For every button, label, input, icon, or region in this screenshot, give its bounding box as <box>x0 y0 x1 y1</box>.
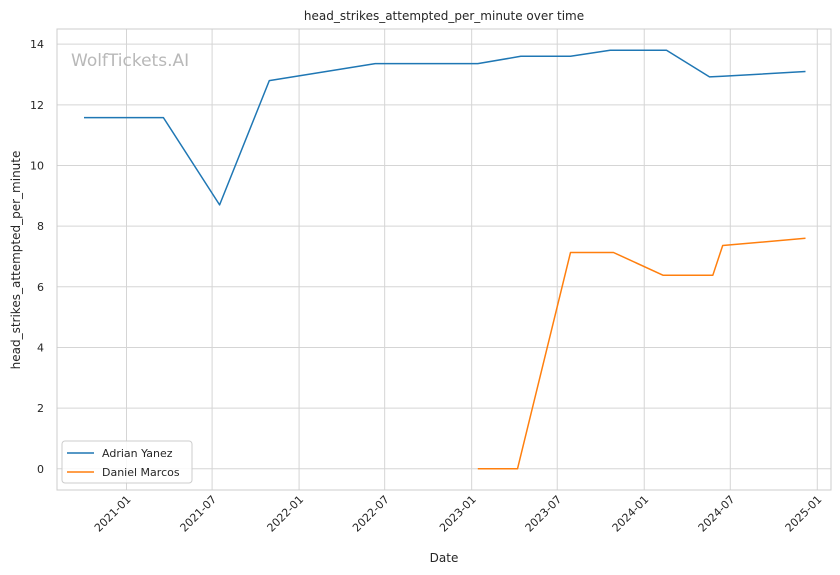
series-line-daniel-marcos <box>477 237 806 470</box>
y-tick-label: 6 <box>37 281 44 294</box>
data-point-adrian-yanez <box>708 75 711 78</box>
data-point-adrian-yanez <box>476 62 479 65</box>
y-tick-label: 2 <box>37 402 44 415</box>
watermark: WolfTickets.AI <box>71 51 189 71</box>
series-line-adrian-yanez <box>84 49 806 206</box>
data-point-adrian-yanez <box>374 62 377 65</box>
data-point-daniel-marcos <box>476 467 479 470</box>
grid <box>57 29 831 490</box>
data-point-daniel-marcos <box>804 237 807 240</box>
series-layer <box>82 49 807 470</box>
data-point-adrian-yanez <box>665 49 668 52</box>
y-tick-label: 12 <box>30 99 44 112</box>
data-point-adrian-yanez <box>721 75 724 78</box>
legend-label-adrian-yanez: Adrian Yanez <box>102 447 173 460</box>
data-point-daniel-marcos <box>721 244 724 247</box>
legend-label-daniel-marcos: Daniel Marcos <box>102 466 180 479</box>
data-point-adrian-yanez <box>268 79 271 82</box>
legend-box <box>61 440 193 484</box>
y-tick-label: 14 <box>30 38 44 51</box>
x-axis-label: Date <box>430 551 459 565</box>
y-tick-label: 8 <box>37 220 44 233</box>
legend: Adrian Yanez Daniel Marcos <box>61 440 193 484</box>
y-axis-label: head_strikes_attempted_per_minute <box>9 151 23 370</box>
plot-frame <box>56 28 832 491</box>
data-point-adrian-yanez <box>609 49 612 52</box>
chart-title: head_strikes_attempted_per_minute over t… <box>304 9 584 23</box>
y-tick-label: 4 <box>37 341 44 354</box>
data-point-adrian-yanez <box>218 203 221 206</box>
data-point-daniel-marcos <box>612 251 615 254</box>
y-tick-label: 0 <box>37 463 44 476</box>
data-point-adrian-yanez <box>804 70 807 73</box>
data-point-adrian-yanez <box>82 116 85 119</box>
data-point-adrian-yanez <box>519 55 522 58</box>
data-point-adrian-yanez <box>569 55 572 58</box>
data-point-daniel-marcos <box>516 467 519 470</box>
data-point-daniel-marcos <box>662 274 665 277</box>
data-point-daniel-marcos <box>711 274 714 277</box>
y-tick-label: 10 <box>30 159 44 172</box>
data-point-daniel-marcos <box>569 251 572 254</box>
data-point-adrian-yanez <box>162 116 165 119</box>
